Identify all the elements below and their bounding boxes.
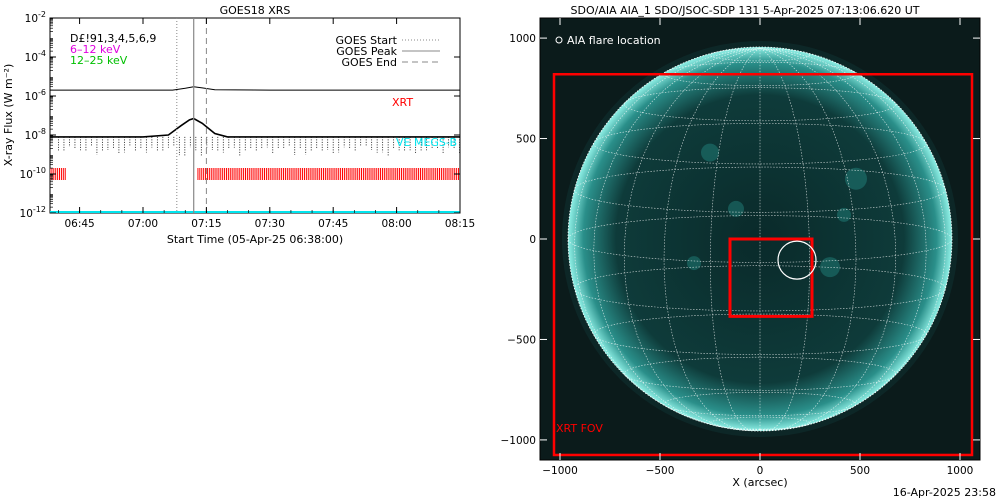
goes-y-tick-label: 10-12 bbox=[20, 205, 46, 220]
xrt-coverage bbox=[50, 168, 460, 180]
aia-x-tick-label: 1000 bbox=[947, 465, 974, 477]
longitude-line bbox=[759, 48, 927, 431]
goes-x-tick-label: 07:00 bbox=[128, 218, 158, 230]
footer-timestamp: 16-Apr-2025 23:58 bbox=[893, 486, 996, 499]
aia-x-axis-label: X (arcsec) bbox=[732, 476, 787, 489]
active-region-glow bbox=[728, 200, 744, 217]
active-region-glow bbox=[687, 256, 701, 271]
aia-title: SDO/AIA AIA_1 SDO/JSOC-SDP 131 5-Apr-202… bbox=[571, 4, 920, 17]
aia-x-tick-label: 0 bbox=[757, 465, 764, 477]
longitude-line bbox=[574, 48, 761, 430]
aia-x-tick-label: −500 bbox=[646, 465, 675, 477]
channel-label: D£!91,3,4,5,6,9 bbox=[70, 32, 156, 45]
latitude-line bbox=[623, 356, 897, 391]
goes-panel: GOES18 XRS 10-12 10-10 10-8 10-6 10-4 10-2 06:… bbox=[2, 4, 475, 246]
goes-x-tick-label: 07:30 bbox=[255, 218, 285, 230]
goes-y-tick-label: 10-2 bbox=[25, 10, 46, 25]
aia-y-tick-label: −1000 bbox=[500, 435, 536, 447]
goes-x-tick-label: 06:45 bbox=[64, 218, 94, 230]
aia-y-tick-label: −500 bbox=[507, 334, 536, 346]
active-region-glow bbox=[820, 257, 840, 278]
longitude-line bbox=[593, 48, 761, 431]
goes-x-axis-label: Start Time (05-Apr-25 06:38:00) bbox=[167, 233, 343, 246]
active-region-glow bbox=[845, 167, 867, 190]
xrt-label: XRT bbox=[392, 96, 413, 109]
aia-x-tick-label: 500 bbox=[850, 465, 870, 477]
eve-label: VE MEGS-B bbox=[396, 136, 457, 149]
channel-label: 6–12 keV bbox=[70, 43, 121, 56]
aia-x-tick-label: −1000 bbox=[542, 465, 578, 477]
legend-label: GOES Peak bbox=[336, 45, 397, 58]
longitude-line bbox=[663, 48, 761, 431]
long-channel-line bbox=[50, 86, 460, 91]
goes-x-tick-label: 07:45 bbox=[318, 218, 348, 230]
goes-x-tick-label: 07:15 bbox=[191, 218, 221, 230]
goes-x-tick-label: 08:00 bbox=[381, 218, 411, 230]
short-channel-line bbox=[50, 117, 460, 138]
aia-subregion-box bbox=[728, 237, 814, 318]
aia-y-tick-label: 0 bbox=[529, 234, 536, 246]
latitude-line bbox=[710, 48, 810, 62]
longitude-line bbox=[759, 48, 811, 432]
aia-y-tick-label: 1000 bbox=[509, 33, 536, 45]
active-region-glow bbox=[701, 143, 719, 162]
goes-y-axis-label: X-ray Flux (W m⁻²) bbox=[2, 64, 15, 166]
short-channel-dips bbox=[58, 136, 460, 156]
goes-x-tick-label: 08:15 bbox=[445, 218, 475, 230]
goes-title: GOES18 XRS bbox=[220, 4, 291, 17]
flare-legend-circle bbox=[555, 36, 563, 44]
goes-y-tick-label: 10-8 bbox=[25, 127, 46, 142]
aia-y-tick-label: 500 bbox=[516, 134, 536, 146]
goes-y-tick-label: 10-10 bbox=[20, 166, 46, 181]
latitude-line bbox=[623, 87, 897, 122]
aia-panel: SDO/AIA AIA_1 SDO/JSOC-SDP 131 5-Apr-202… bbox=[500, 4, 981, 489]
xrt-fov-label: XRT FOV bbox=[556, 422, 603, 435]
flare-location-circle bbox=[777, 240, 817, 280]
xrt-fov-box bbox=[552, 73, 974, 457]
channel-label: 12–25 keV bbox=[70, 54, 128, 67]
limb-circle bbox=[567, 46, 953, 432]
goes-y-tick-label: 10-6 bbox=[25, 88, 46, 103]
latitude-line bbox=[710, 416, 810, 430]
legend-label: GOES End bbox=[341, 56, 397, 69]
longitude-line bbox=[759, 48, 857, 431]
legend-label: GOES Start bbox=[336, 34, 398, 47]
longitude-line bbox=[709, 48, 761, 432]
goes-y-tick-label: 10-4 bbox=[25, 49, 46, 64]
flare-legend-label: AIA flare location bbox=[567, 34, 661, 47]
